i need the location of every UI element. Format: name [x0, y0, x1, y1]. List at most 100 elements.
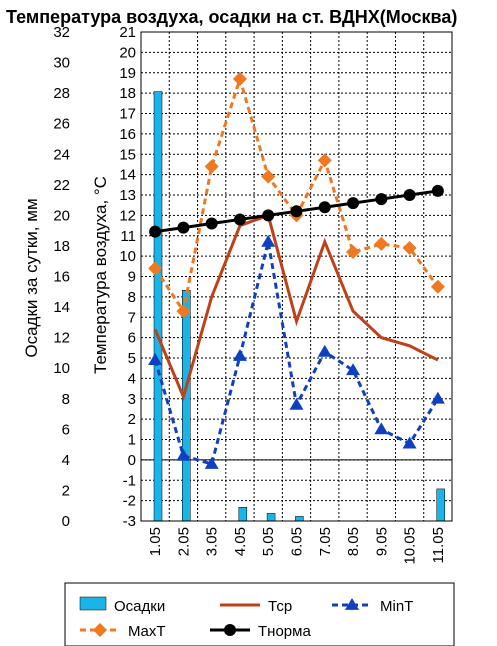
- x-tick-label: 9.05: [373, 527, 390, 556]
- y-right-tick-label: 17: [119, 106, 136, 123]
- series-point-3: [176, 304, 191, 319]
- y-right-tick-label: 20: [119, 44, 136, 61]
- legend-marker: [93, 623, 107, 637]
- y-left-tick-label: 14: [53, 299, 70, 316]
- y-right-tick-label: 6: [128, 330, 136, 347]
- legend: Осадки Тср MinT MaxT Тнорма: [64, 582, 455, 646]
- y-right-tick-label: 21: [119, 24, 136, 41]
- bar: [153, 91, 163, 522]
- y-right-tick-label: 12: [119, 207, 136, 224]
- series-point-4: [318, 201, 331, 214]
- bar: [436, 488, 445, 522]
- legend-swatch: [79, 596, 107, 611]
- x-tick-label: 2.05: [175, 527, 192, 556]
- y-right-tick-label: 1: [128, 432, 136, 449]
- series-point-3: [317, 153, 332, 168]
- y-left-tick-label: 26: [53, 116, 70, 133]
- y-right-tick-label: 19: [119, 65, 136, 82]
- series-line-1: [153, 213, 439, 402]
- y-right-tick-label: 15: [119, 146, 136, 163]
- legend-label: Тср: [268, 598, 292, 615]
- x-tick-label: 7.05: [317, 527, 334, 556]
- series-point-3: [232, 71, 247, 86]
- bar: [295, 516, 304, 522]
- legend-label: MaxT: [128, 623, 166, 640]
- y-right-tick-label: 10: [119, 248, 136, 265]
- series-point-3: [204, 159, 219, 174]
- y-right-tick-label: 3: [128, 391, 136, 408]
- x-tick-label: 8.05: [345, 527, 362, 556]
- y-left-tick-label: 24: [53, 146, 70, 163]
- y-right-tick-label: 5: [128, 350, 136, 367]
- y-left-tick-label: 22: [53, 177, 70, 194]
- grid: [141, 31, 452, 522]
- legend-label: MinT: [380, 598, 413, 615]
- y-left-tick-label: 4: [62, 452, 70, 469]
- x-tick-label: 6.05: [289, 527, 306, 556]
- legend-label: Тнорма: [258, 623, 311, 640]
- y-left-tick-label: 0: [62, 513, 70, 530]
- series-point-2: [289, 397, 304, 410]
- lines: [148, 71, 445, 469]
- y-axis-right-label: Температура воздуха, °С: [91, 176, 110, 374]
- y-left-tick-label: 32: [53, 24, 70, 41]
- y-left-tick-label: 12: [53, 330, 70, 347]
- series-point-4: [262, 209, 275, 222]
- series-point-4: [149, 225, 162, 238]
- y-right-tick-label: 14: [119, 167, 136, 184]
- legend-marker: [224, 624, 236, 636]
- series-point-3: [148, 261, 163, 276]
- series-point-2: [402, 436, 417, 449]
- legend-box: [64, 582, 455, 646]
- plot-frame: [140, 31, 453, 522]
- y-left-tick-label: 30: [53, 55, 70, 72]
- y-axis-left-label: Осадки за сутки, мм: [22, 198, 41, 357]
- series-point-3: [346, 245, 361, 260]
- y-right-tick-label: -2: [123, 493, 136, 510]
- y-right-tick-label: -1: [123, 472, 136, 489]
- series-point-3: [374, 236, 389, 251]
- y-left-tick-label: 20: [53, 207, 70, 224]
- series-point-2: [374, 422, 389, 435]
- series-point-3: [402, 240, 417, 255]
- y-left-tick-label: 8: [62, 391, 70, 408]
- y-right-tick-label: 0: [128, 452, 136, 469]
- series-point-2: [430, 391, 445, 404]
- series-point-2: [232, 348, 247, 361]
- legend-marker: [345, 598, 359, 610]
- x-tick-label: 10.05: [402, 527, 419, 565]
- y-right-tick-label: 11: [120, 228, 136, 245]
- series-point-2: [176, 448, 191, 461]
- series-point-4: [177, 221, 190, 234]
- y-left-tick-label: 28: [53, 85, 70, 102]
- y-right-tick-label: 4: [128, 370, 136, 387]
- y-right-tick-label: 8: [128, 289, 136, 306]
- y-right-tick-label: 16: [119, 126, 136, 143]
- y-left-tick-label: 18: [53, 238, 70, 255]
- series-point-4: [233, 213, 246, 226]
- series-point-4: [347, 197, 360, 210]
- bar: [238, 506, 248, 522]
- x-tick-label: 1.05: [147, 527, 164, 556]
- y-right-tick-label: 18: [119, 85, 136, 102]
- bar: [182, 290, 191, 522]
- y-left-tick-label: 16: [53, 269, 70, 286]
- chart-title: Температура воздуха, осадки на ст. ВДНХ(…: [6, 7, 457, 27]
- series-point-4: [205, 217, 218, 230]
- series-point-2: [317, 344, 332, 357]
- y-left-tick-label: 10: [53, 360, 70, 377]
- y-right-tick-label: 9: [128, 269, 136, 286]
- x-tick-label: 4.05: [232, 527, 249, 556]
- x-tick-label: 5.05: [260, 527, 277, 556]
- y-left-tick-label: 6: [62, 421, 70, 438]
- x-tick-label: 3.05: [204, 527, 221, 556]
- series-point-2: [346, 363, 361, 376]
- axes: 02468101214161820222426283032-3-2-101234…: [53, 24, 453, 565]
- series-point-2: [261, 234, 276, 247]
- x-tick-label: 11.05: [430, 527, 447, 563]
- y-right-tick-label: 7: [128, 309, 136, 326]
- series-point-3: [261, 169, 276, 184]
- y-left-tick-label: 2: [62, 482, 70, 499]
- series-point-4: [375, 193, 388, 206]
